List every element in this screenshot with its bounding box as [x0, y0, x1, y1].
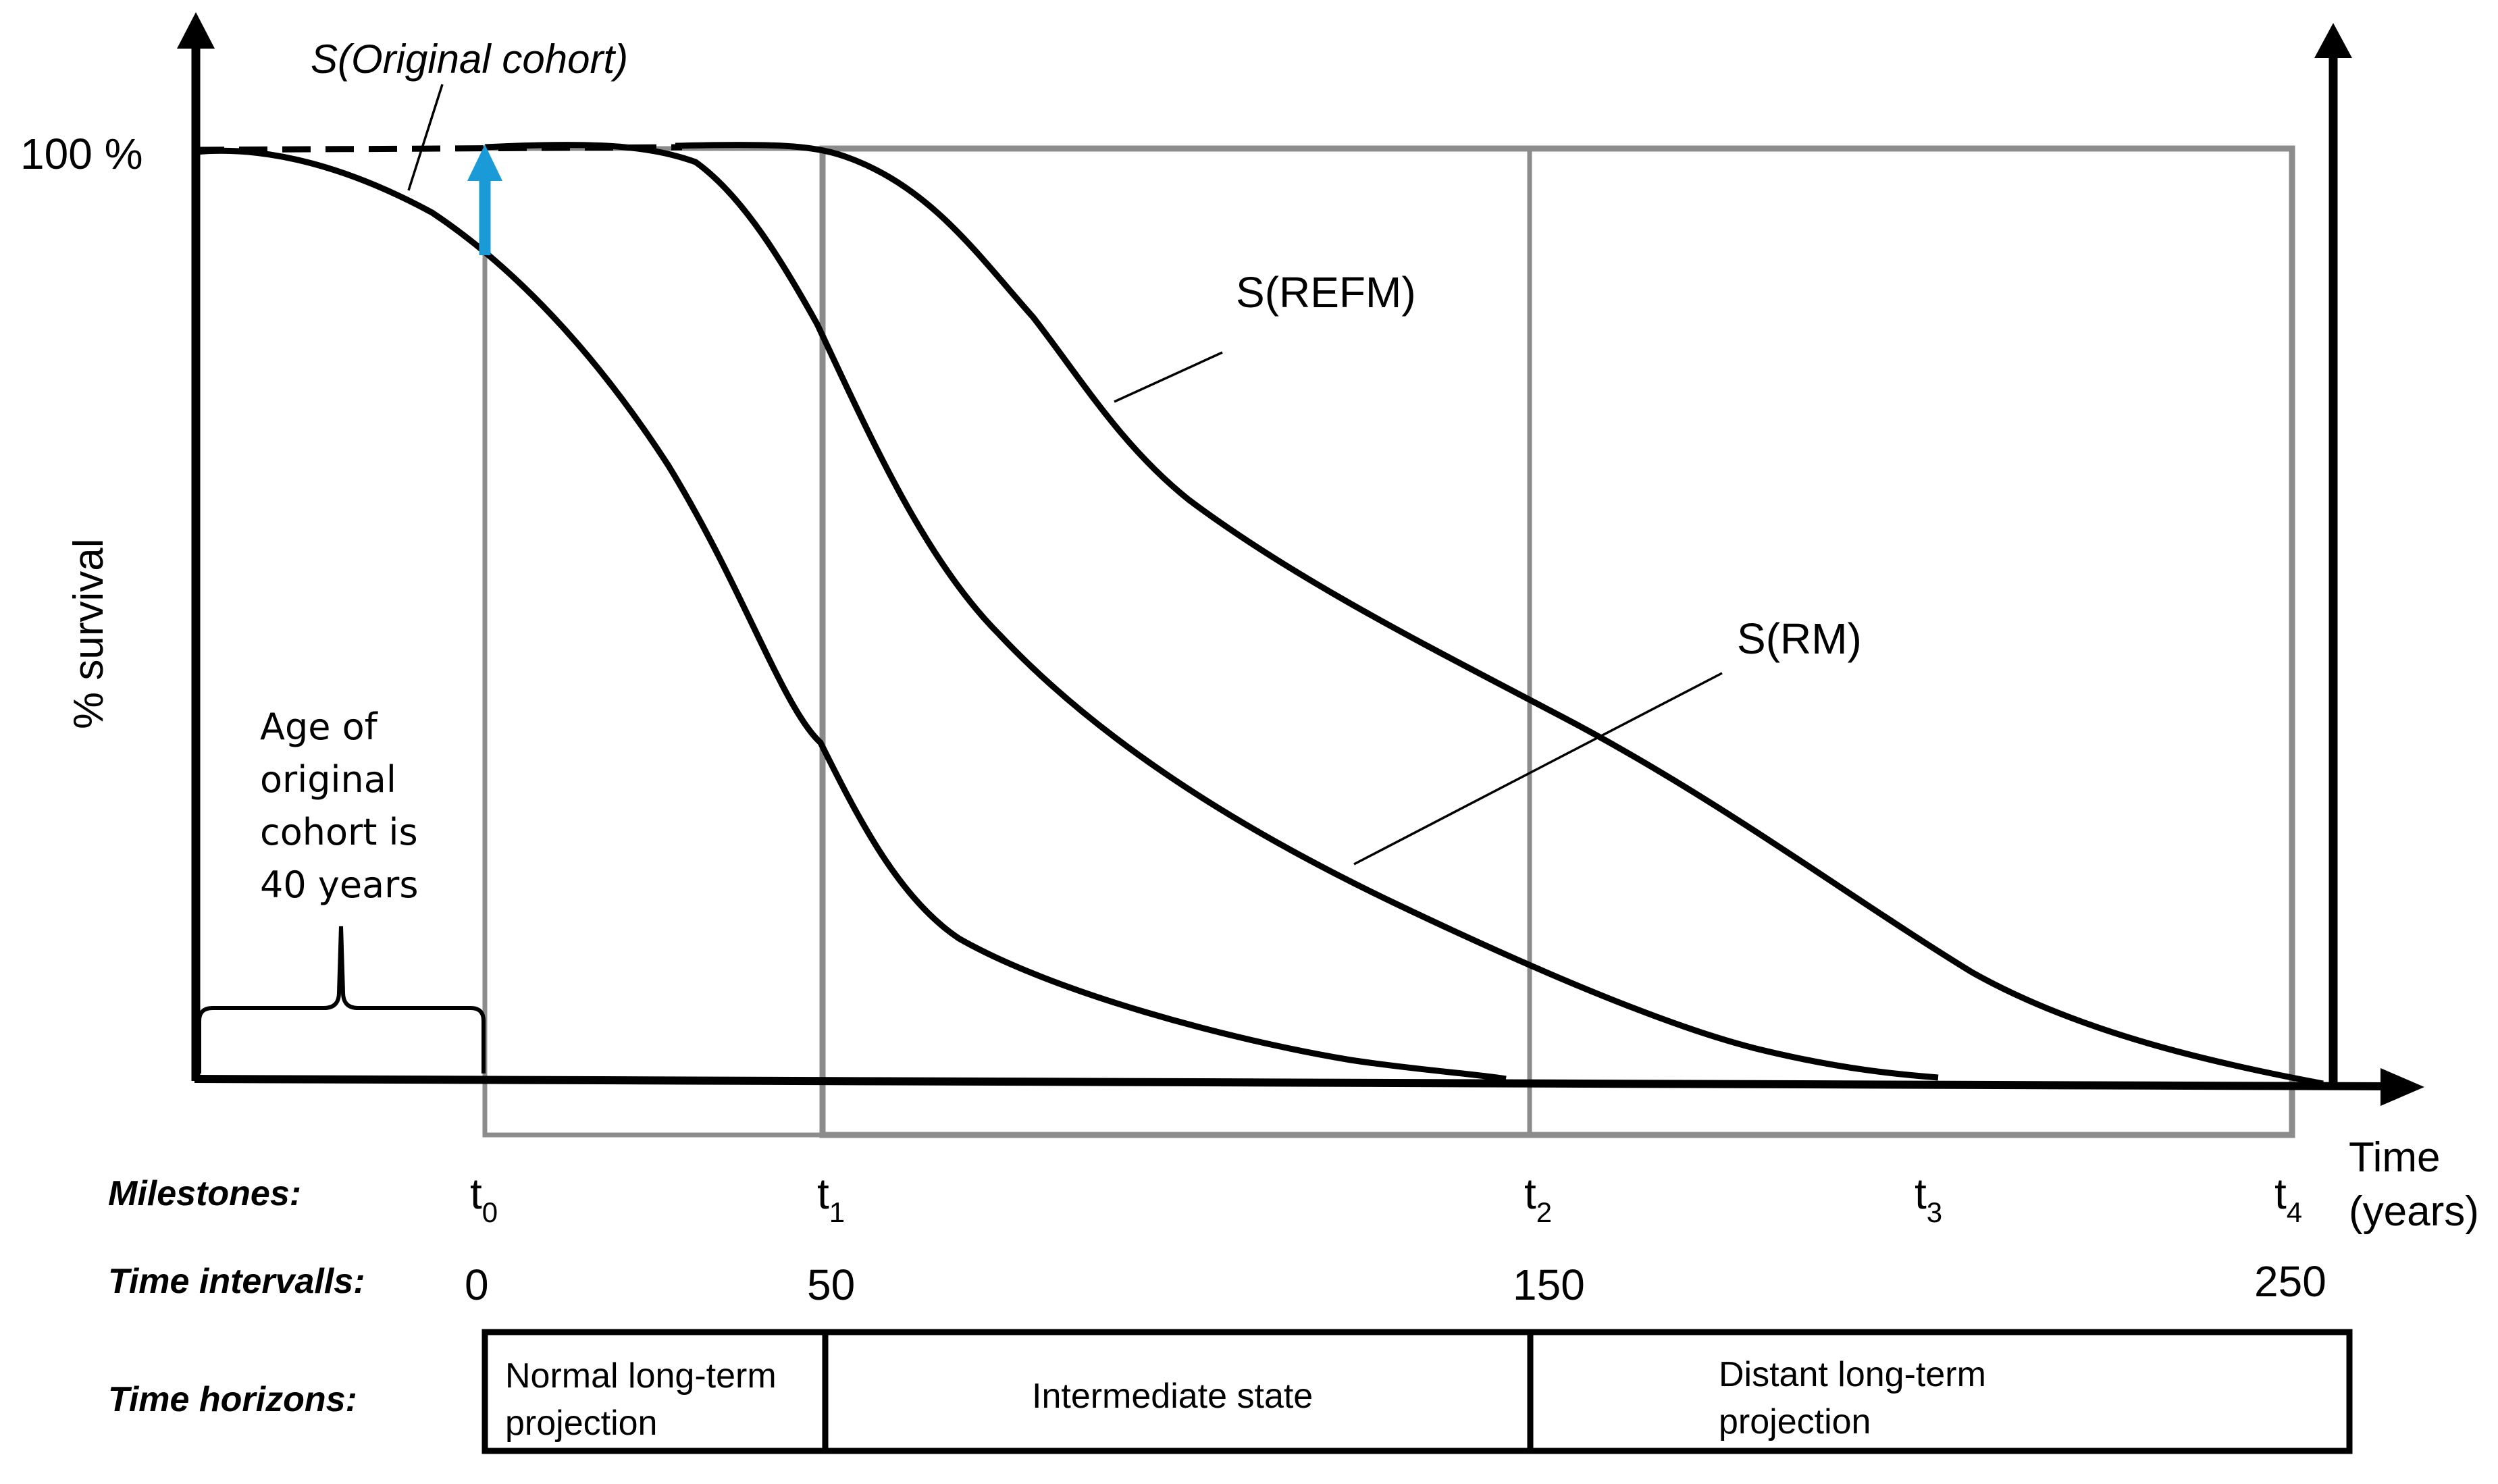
y-tick-100-percent: 100 % — [20, 130, 142, 178]
svg-text:t4: t4 — [2274, 1169, 2302, 1228]
label-refm: S(REFM) — [1236, 268, 1416, 317]
horizon-normal-line-1: Normal long-term — [505, 1356, 777, 1396]
x-axis-title-line-2: (years) — [2349, 1188, 2479, 1235]
interval-150: 150 — [1513, 1261, 1585, 1309]
cohort-note-line-4: 40 years — [260, 864, 418, 906]
x-axis-arrowhead — [2380, 1068, 2424, 1106]
row-label-milestones: Milestones: — [108, 1174, 301, 1213]
svg-text:t3: t3 — [1915, 1169, 1942, 1228]
milestone-t4: t4 — [2274, 1169, 2302, 1228]
row-label-intervals: Time intervalls: — [108, 1262, 365, 1301]
curve-original-cohort — [195, 147, 1507, 1082]
milestone-t1: t1 — [817, 1169, 845, 1228]
interval-250: 250 — [2254, 1257, 2326, 1306]
cohort-note-line-3: cohort is — [260, 811, 418, 853]
curve-refm — [675, 141, 2324, 1087]
cohort-note-line-2: original — [260, 758, 396, 801]
y-axis-label: % survival — [66, 538, 112, 729]
milestone-t2: t2 — [1524, 1169, 1552, 1228]
horizon-distant-line-1: Distant long-term — [1719, 1355, 1986, 1394]
milestone-t0: t0 — [470, 1169, 498, 1228]
curve-rm — [484, 141, 1939, 1081]
interval-50: 50 — [807, 1261, 855, 1309]
milestone-t3: t3 — [1915, 1169, 1942, 1228]
x-axis-title-line-1: Time — [2349, 1134, 2440, 1181]
projection-box-t2 — [1527, 146, 2295, 1138]
horizons-frame — [482, 1329, 2353, 1454]
label-rm: S(RM) — [1737, 614, 1862, 663]
y-axis-right-arrowhead — [2314, 23, 2352, 58]
leader-refm — [1114, 351, 1223, 403]
x-axis — [194, 1075, 2391, 1090]
interval-0: 0 — [465, 1261, 489, 1309]
cohort-age-brace — [197, 926, 486, 1074]
label-original-cohort: S(Original cohort) — [311, 36, 628, 82]
leader-original — [407, 84, 444, 191]
row-label-horizons: Time horizons: — [108, 1380, 357, 1419]
projection-box-t1 — [819, 145, 2295, 1138]
jump-arrow-head — [467, 144, 502, 181]
leader-rm — [1353, 672, 1723, 866]
svg-text:t0: t0 — [470, 1169, 498, 1228]
horizon-intermediate: Intermediate state — [1032, 1377, 1313, 1416]
svg-text:t1: t1 — [817, 1169, 845, 1228]
y-axis-left-arrowhead — [177, 12, 215, 49]
svg-text:t2: t2 — [1524, 1169, 1552, 1228]
horizon-distant-line-2: projection — [1719, 1402, 1871, 1441]
cohort-note-line-1: Age of — [260, 706, 379, 748]
horizon-normal-line-2: projection — [505, 1404, 657, 1443]
